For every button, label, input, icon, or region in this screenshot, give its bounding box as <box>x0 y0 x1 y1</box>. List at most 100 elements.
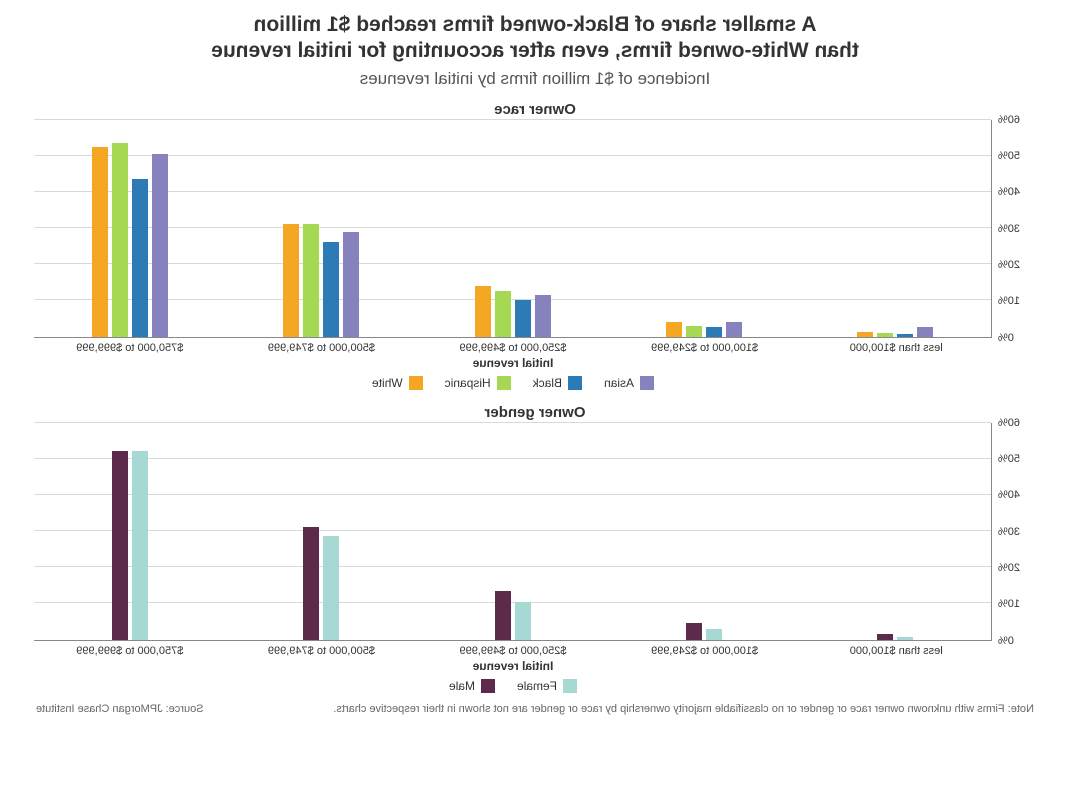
y-tick-label: 20% <box>998 562 1020 574</box>
chart-panel-race: Owner race 0% 10% 20% 30% 40% 50% 60% less tha… <box>34 101 1036 390</box>
chart-title-line1: A smaller share of Black-owned firms rea… <box>34 12 1036 38</box>
bar <box>666 322 682 336</box>
x-tick-label: less than $100,000 <box>800 641 992 657</box>
bar <box>343 232 359 337</box>
legend-item: Hispanic <box>445 376 511 390</box>
x-tick-label: $100,000 to $249,999 <box>609 338 801 354</box>
legend-swatch <box>568 376 582 390</box>
legend-swatch <box>640 376 654 390</box>
x-tick-label: $750,000 to $999,999 <box>34 338 226 354</box>
bar <box>917 327 933 336</box>
legend-label: Asian <box>604 376 634 390</box>
bar <box>515 300 531 336</box>
bar <box>897 334 913 337</box>
y-tick-label: 30% <box>998 526 1020 538</box>
y-tick-label: 0% <box>998 332 1014 344</box>
legend-item: Male <box>449 679 495 693</box>
y-tick-label: 0% <box>998 635 1014 647</box>
y-tick-label: 50% <box>998 150 1020 162</box>
bar-group <box>225 120 416 337</box>
bar <box>112 143 128 336</box>
y-tick-label: 60% <box>998 114 1020 126</box>
legend-label: Male <box>449 679 475 693</box>
bar-group <box>225 423 416 640</box>
bar <box>897 637 913 640</box>
bar <box>92 147 108 337</box>
legend-swatch <box>481 679 495 693</box>
x-tick-label: $250,000 to $499,999 <box>417 338 609 354</box>
panel-title-race: Owner race <box>34 101 1036 118</box>
legend-label: White <box>372 376 403 390</box>
bar <box>515 602 531 640</box>
bar <box>877 634 893 639</box>
plot-area-race <box>34 120 992 338</box>
bar <box>877 333 893 336</box>
title-block: A smaller share of Black-owned firms rea… <box>34 12 1036 89</box>
footer: Note: Firms with unknown owner race or g… <box>34 703 1036 715</box>
y-axis-race: 0%10%20%30%40%50%60% <box>992 120 1036 338</box>
y-axis-gender: 0%10%20%30%40%50%60% <box>992 423 1036 641</box>
legend-item: Asian <box>604 376 654 390</box>
y-tick-label: 50% <box>998 453 1020 465</box>
y-tick-label: 30% <box>998 223 1020 235</box>
plot-area-gender <box>34 423 992 641</box>
x-axis-title-gender: Initial revenue <box>34 659 992 673</box>
legend-label: Black <box>533 376 562 390</box>
bar <box>706 327 722 336</box>
y-tick-label: 60% <box>998 417 1020 429</box>
legend-race: Asian Black Hispanic White <box>34 376 992 390</box>
chart-panel-gender: Owner gender 0% 10% 20% 30% 40% 50% 60% less t… <box>34 404 1036 693</box>
bar <box>535 295 551 337</box>
bar <box>495 591 511 640</box>
bar <box>323 242 339 336</box>
legend-label: Hispanic <box>445 376 491 390</box>
x-axis-title-race: Initial revenue <box>34 356 992 370</box>
footer-note: Note: Firms with unknown owner race or g… <box>333 703 1034 715</box>
bar <box>495 291 511 336</box>
bar-group <box>34 120 225 337</box>
y-tick-label: 20% <box>998 259 1020 271</box>
bar <box>303 527 319 639</box>
panel-title-gender: Owner gender <box>34 404 1036 421</box>
legend-swatch <box>409 376 423 390</box>
bar <box>152 154 168 337</box>
bar-group <box>34 423 225 640</box>
bar <box>132 179 148 336</box>
bar-group <box>800 423 991 640</box>
x-tick-label: $500,000 to $749,999 <box>226 338 418 354</box>
legend-item: White <box>372 376 423 390</box>
y-tick-label: 10% <box>998 295 1020 307</box>
bar <box>132 451 148 639</box>
legend-swatch <box>497 376 511 390</box>
legend-gender: Female Male <box>34 679 992 693</box>
x-tick-label: $500,000 to $749,999 <box>226 641 418 657</box>
y-tick-label: 40% <box>998 186 1020 198</box>
bar <box>283 224 299 336</box>
bar-group <box>417 423 608 640</box>
bar-group <box>608 120 799 337</box>
bar <box>857 332 873 336</box>
legend-swatch <box>563 679 577 693</box>
chart-subtitle: Incidence of $1 million firms by initial… <box>34 69 1036 89</box>
y-tick-label: 10% <box>998 598 1020 610</box>
bar <box>112 451 128 639</box>
x-tick-label: $250,000 to $499,999 <box>417 641 609 657</box>
x-labels-race: less than $100,000$100,000 to $249,999$2… <box>34 338 992 354</box>
x-tick-label: $100,000 to $249,999 <box>609 641 801 657</box>
bar <box>475 286 491 337</box>
bar <box>686 326 702 337</box>
x-tick-label: $750,000 to $999,999 <box>34 641 226 657</box>
bar-group <box>417 120 608 337</box>
bar-group <box>608 423 799 640</box>
y-tick-label: 40% <box>998 489 1020 501</box>
x-labels-gender: less than $100,000$100,000 to $249,999$2… <box>34 641 992 657</box>
legend-label: Female <box>517 679 557 693</box>
legend-item: Female <box>517 679 577 693</box>
bar <box>726 322 742 336</box>
bar <box>686 623 702 639</box>
x-tick-label: less than $100,000 <box>800 338 992 354</box>
footer-source: Source: JPMorgan Chase Institute <box>36 703 204 715</box>
legend-item: Black <box>533 376 582 390</box>
bar <box>706 629 722 640</box>
bar <box>323 536 339 639</box>
